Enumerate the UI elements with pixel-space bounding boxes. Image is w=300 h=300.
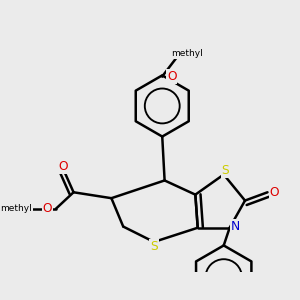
Text: O: O bbox=[167, 70, 177, 83]
Text: O: O bbox=[58, 160, 68, 173]
Text: S: S bbox=[150, 239, 158, 253]
Text: O: O bbox=[269, 186, 279, 199]
Text: methyl: methyl bbox=[0, 204, 32, 213]
Text: N: N bbox=[230, 220, 240, 233]
Text: O: O bbox=[43, 202, 52, 215]
Text: methyl: methyl bbox=[171, 49, 203, 58]
Text: S: S bbox=[221, 164, 229, 177]
